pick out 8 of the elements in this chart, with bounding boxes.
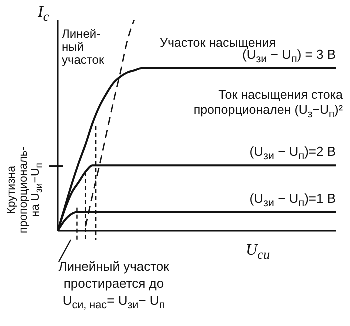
series-label: (U$_{зи}$ − U$_{п}$)=2 В [250,144,336,163]
annotation: Участок насыщения [160,36,276,50]
y-axis-title: I$_{с}$ [38,4,50,26]
x-axis-title: U$_{си}$ [246,242,270,264]
annotation: Линей- ный участок [62,27,104,67]
text: Линейный участок простирается до U$_{си, нас}$= U$_{зи}$− U$_{п}$ [58,258,170,314]
annotation: Ток насыщения стока пропорционален (U$_{з}$−U$_{п}$)² [192,88,343,122]
series-label: (U$_{зи}$ − U$_{п}$)=1 В [250,190,336,210]
